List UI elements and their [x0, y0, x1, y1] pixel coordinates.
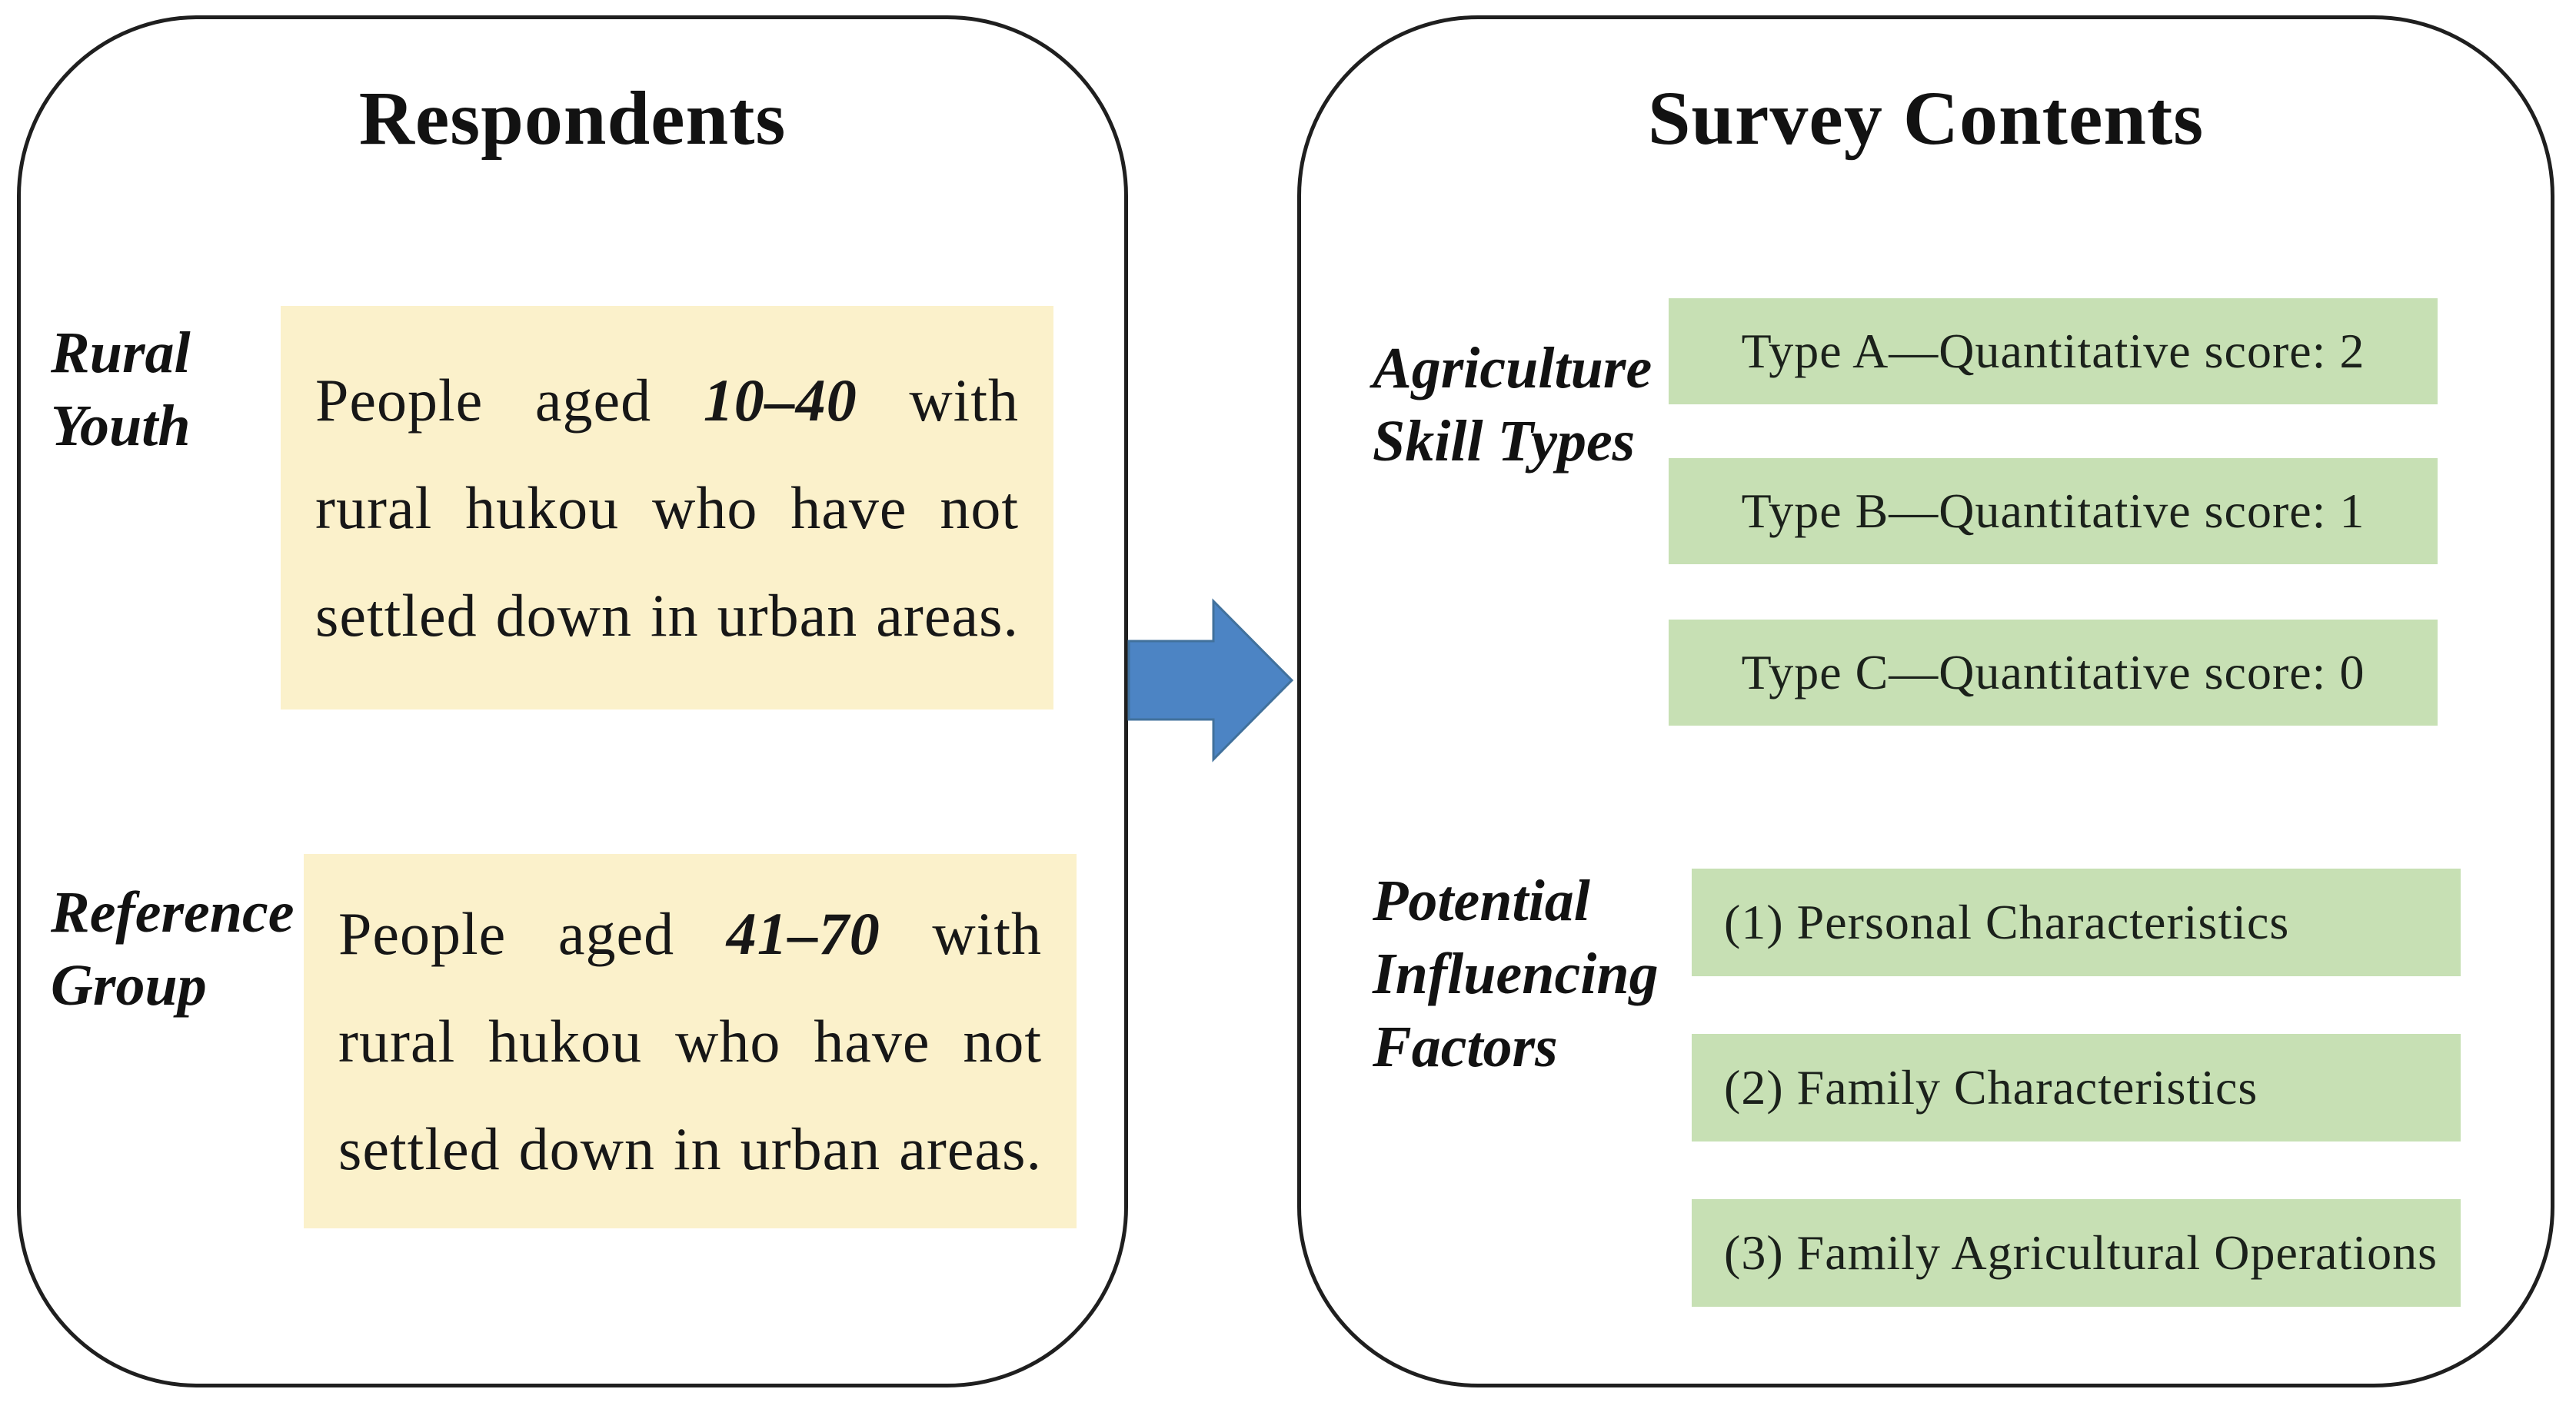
skill-type-a-box: Type A—Quantitative score: 2 [1669, 298, 2438, 404]
age-range-value: 41–70 [726, 899, 880, 967]
description-line: rural hukou who have not [338, 1007, 1042, 1075]
respondents-title: Respondents [358, 75, 787, 161]
agriculture-label-line2: Skill Types [1373, 409, 1636, 474]
skill-type-b-box: Type B—Quantitative score: 1 [1669, 458, 2438, 564]
reference-group-label-line1: Reference [51, 880, 295, 945]
description-line: rural hukou who have not [315, 474, 1019, 541]
description-text: People aged [315, 366, 704, 434]
description-text: People aged [338, 899, 727, 967]
description-line: settled down in urban areas. [315, 581, 1019, 649]
rural-youth-description-box: People aged 10–40 with rural hukou who h… [281, 306, 1053, 709]
agriculture-label-line1: Agriculture [1373, 336, 1652, 400]
agriculture-skill-types-label: Agriculture Skill Types [1373, 332, 1652, 478]
skill-type-c-box: Type C—Quantitative score: 0 [1669, 620, 2438, 726]
factor-family-characteristics-box: (2) Family Characteristics [1692, 1034, 2461, 1141]
potential-label-line2: Influencing [1373, 942, 1659, 1006]
rural-youth-label-line1: Rural [51, 321, 191, 385]
reference-group-label-line2: Group [51, 953, 207, 1018]
description-line: People aged 41–70 with [338, 880, 1042, 988]
rural-youth-label-line2: Youth [51, 394, 191, 458]
reference-group-description-box: People aged 41–70 with rural hukou who h… [304, 854, 1077, 1228]
description-line: People aged 10–40 with [315, 347, 1019, 454]
reference-group-label: Reference Group [51, 876, 295, 1022]
potential-influencing-factors-label: Potential Influencing Factors [1373, 865, 1659, 1084]
age-range-value: 10–40 [703, 366, 857, 434]
description-text: with [857, 366, 1020, 434]
description-line: settled down in urban areas. [338, 1115, 1042, 1182]
potential-label-line3: Factors [1373, 1015, 1558, 1079]
survey-contents-title: Survey Contents [1647, 75, 2205, 161]
rural-youth-label: Rural Youth [51, 317, 191, 463]
factor-personal-characteristics-box: (1) Personal Characteristics [1692, 869, 2461, 976]
right-arrow-icon [1127, 598, 1294, 763]
factor-family-agricultural-operations-box: (3) Family Agricultural Operations [1692, 1199, 2461, 1307]
potential-label-line1: Potential [1373, 869, 1590, 933]
description-text: with [880, 899, 1043, 967]
